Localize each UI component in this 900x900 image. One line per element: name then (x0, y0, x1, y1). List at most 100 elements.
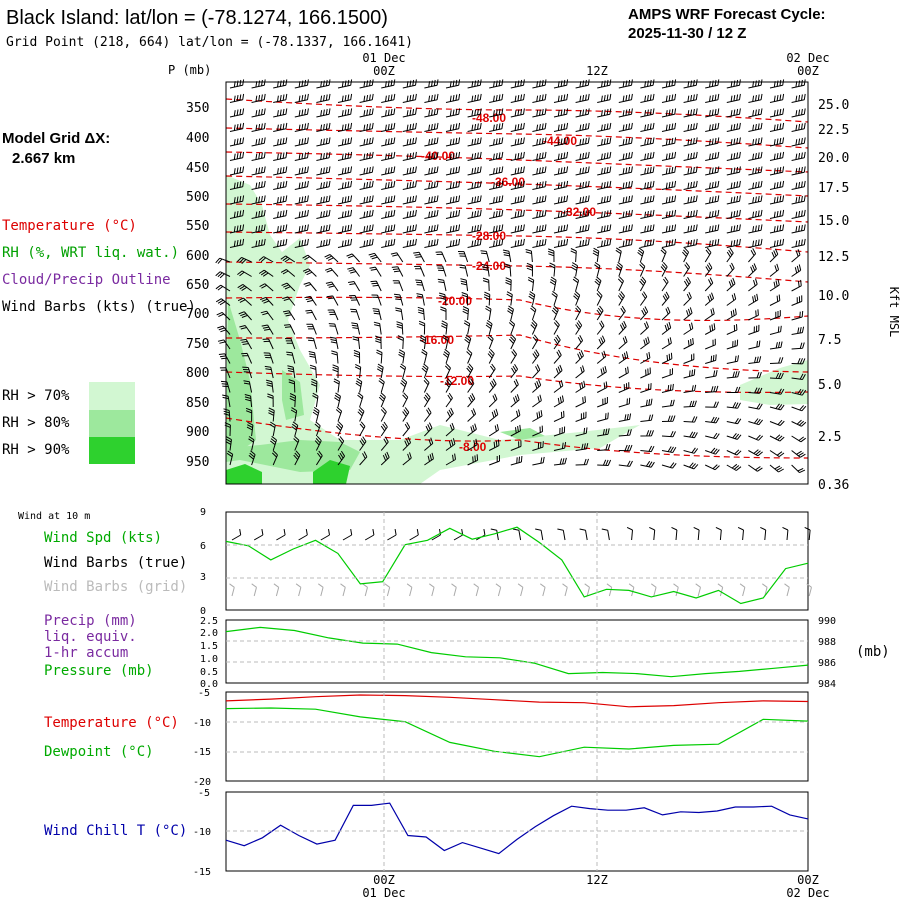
wind-barb (421, 363, 429, 379)
wind-barb (661, 137, 677, 147)
wind-barb (553, 379, 564, 393)
wind-barb (705, 354, 717, 364)
wind-barb (510, 151, 525, 161)
wind-barb (510, 195, 525, 205)
surface-grid-barb (451, 583, 457, 597)
wind-barb (309, 364, 317, 379)
wind-barb (705, 416, 720, 424)
surface-wind-barb (276, 529, 286, 541)
pressure-tick: 600 (186, 249, 209, 264)
wind-barb (337, 224, 353, 234)
wind-barb (242, 366, 253, 379)
wind-barb (553, 410, 565, 422)
bottom-time-label: 00Z (373, 873, 395, 887)
wind-barb (597, 443, 611, 451)
wind-barbs-grid-label: Wind Barbs (grid) (44, 579, 187, 595)
wind-barb (640, 93, 655, 103)
wind-barb (282, 296, 296, 306)
wind-barb (229, 209, 245, 219)
wind-barb (264, 365, 274, 379)
wind-barb (315, 450, 323, 466)
wind-barb (418, 320, 426, 335)
wind-barb (791, 195, 806, 205)
wind-barb (329, 336, 339, 350)
wind-barb (575, 350, 584, 364)
wind-barb (705, 166, 720, 176)
isotherm-line (225, 261, 809, 283)
wind-barb (640, 79, 655, 89)
wind-barb (640, 108, 655, 118)
precip-accum-label: 1-hr accum (44, 645, 128, 661)
wind-barb (640, 367, 651, 379)
windchill-y-ticks: -5 -10 -15 (193, 788, 211, 878)
wind-barb (445, 422, 455, 437)
wind-barb (661, 446, 677, 453)
wind-barb (553, 442, 567, 451)
wind-barb (218, 353, 231, 364)
wind-barb (424, 209, 439, 219)
wind-barb (553, 151, 569, 161)
wind-barb (302, 254, 317, 263)
wind-barb (229, 238, 245, 248)
wind-barb (502, 249, 512, 263)
wind-barb (748, 195, 763, 205)
wind-barb (661, 321, 672, 335)
wind-barb (445, 407, 454, 422)
height-tick: 5.0 (818, 378, 841, 393)
dewpoint-series-label: Dewpoint (°C) (44, 744, 154, 760)
wind-barb (597, 166, 612, 176)
isotherm-line (225, 98, 809, 123)
wind-barb (705, 401, 719, 408)
wind-barb (251, 195, 266, 205)
wind-barb (551, 305, 559, 321)
wind-barb (748, 93, 763, 103)
wind-barb (705, 432, 720, 440)
wind-barb (265, 379, 274, 393)
wind-barb (369, 266, 382, 277)
wind-barb (442, 334, 449, 350)
wind-barb (444, 363, 451, 379)
wind-barb (705, 385, 719, 393)
wind-barb (510, 93, 525, 103)
wind-barb (311, 378, 318, 393)
wind-barb (748, 238, 763, 248)
wind-barb (217, 339, 231, 350)
wind-barb (532, 151, 547, 161)
wind-barb (283, 324, 296, 335)
wind-barb (467, 93, 482, 103)
wind-barb (640, 224, 655, 234)
wind-barb (359, 180, 374, 190)
wind-barb (617, 291, 625, 306)
wind-barb (791, 419, 807, 427)
wind-barb (467, 378, 475, 393)
wind-barb (705, 209, 720, 219)
wind-barb (510, 440, 522, 451)
wind-barb (271, 450, 278, 466)
wind-barb (683, 122, 698, 132)
wind-barb (705, 238, 720, 248)
wind-barb (337, 93, 353, 103)
wind-barb (532, 394, 542, 408)
wind-barb (597, 209, 612, 219)
wind-barb (575, 305, 582, 321)
wind-barb (251, 151, 266, 161)
height-tick: 15.0 (818, 214, 849, 229)
wind-barb (575, 224, 590, 234)
wind-barb (597, 93, 612, 103)
surface-grid-barb (406, 583, 413, 597)
surface-grid-barb (806, 583, 812, 597)
wind-barb (508, 319, 516, 335)
wind-barb (423, 392, 431, 408)
wind-barb (402, 108, 417, 118)
wind-barb (445, 93, 461, 103)
legend-rh70-label: RH > 70% (2, 388, 70, 404)
wind-barb (368, 252, 382, 263)
legend-rh90-swatch (89, 437, 135, 464)
wind-barb (791, 224, 806, 234)
wind-barb (661, 306, 671, 321)
surface-grid-barb (540, 583, 546, 597)
wind-barb (683, 369, 696, 379)
wind-barb (289, 393, 296, 408)
wind-barb (325, 281, 339, 292)
wind-barb (791, 295, 803, 306)
